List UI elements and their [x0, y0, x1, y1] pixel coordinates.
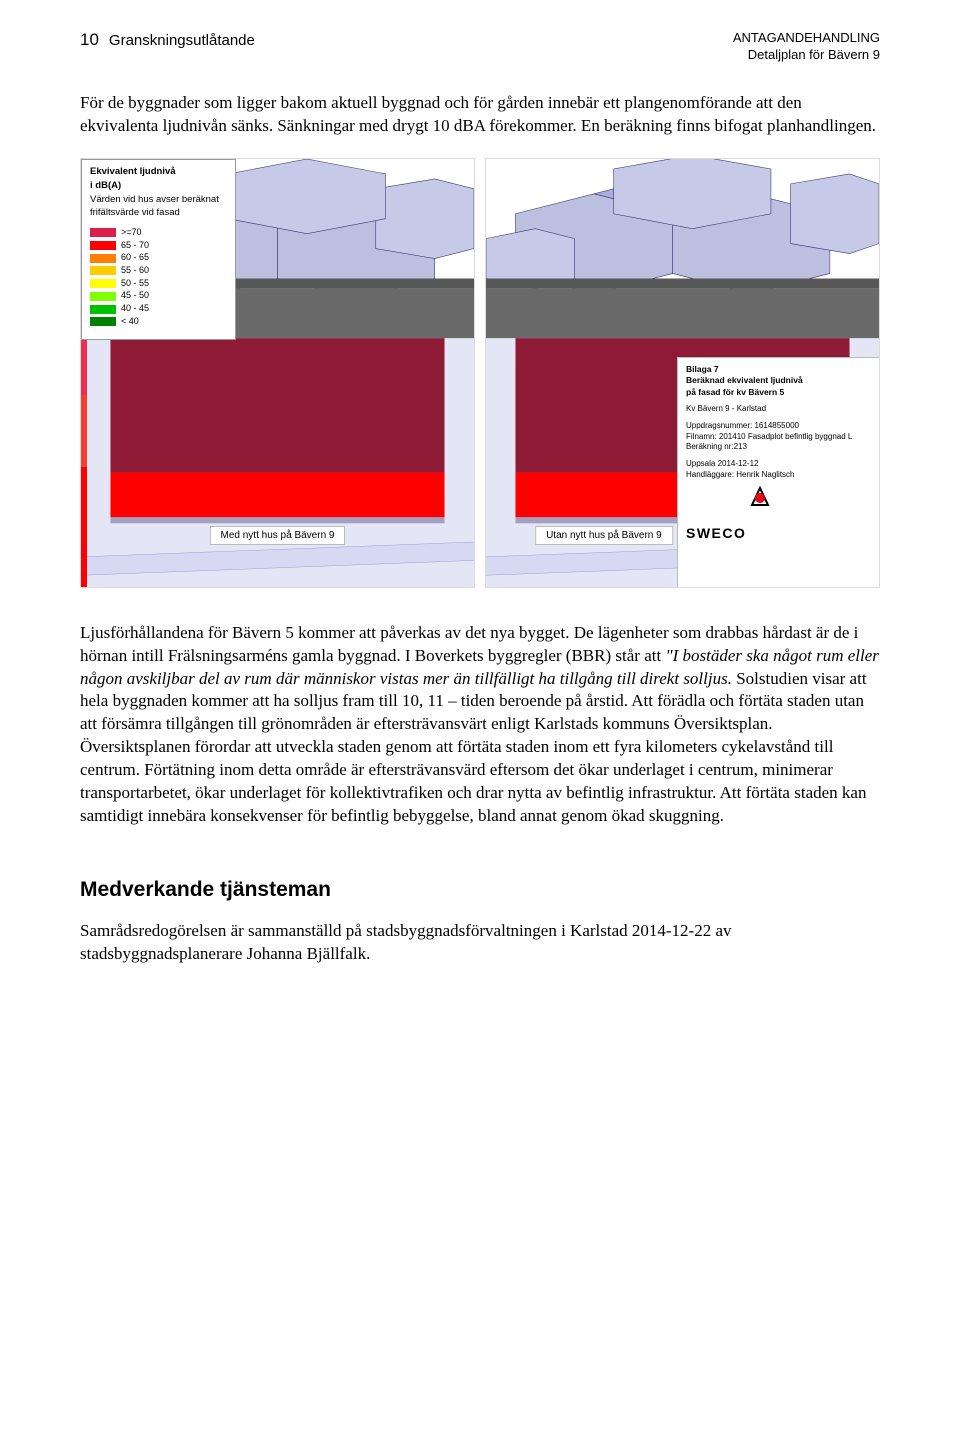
caption-left: Med nytt hus på Bävern 9: [210, 526, 346, 545]
legend-swatch: [90, 228, 116, 237]
legend-row: 50 - 55: [90, 278, 227, 290]
legend-row: < 40: [90, 316, 227, 328]
legend-label: >=70: [121, 227, 142, 239]
legend-label: 55 - 60: [121, 265, 149, 277]
page-number: 10: [80, 30, 99, 50]
legend-row: 45 - 50: [90, 290, 227, 302]
legend-row: 60 - 65: [90, 252, 227, 264]
legend-box: Ekvivalent ljudnivå i dB(A) Värden vid h…: [81, 159, 236, 340]
legend-label: < 40: [121, 316, 139, 328]
status-line: ANTAGANDEHANDLING: [733, 30, 880, 47]
legend-swatch: [90, 305, 116, 314]
info-filnamn: Filnamn: 201410 Fasadplot befintlig bygg…: [686, 432, 871, 443]
sweco-icon: [746, 485, 871, 583]
paragraph-2: Ljusförhållandena för Bävern 5 kommer at…: [80, 622, 880, 828]
legend-label: 40 - 45: [121, 303, 149, 315]
legend-swatch: [90, 292, 116, 301]
legend-row: 55 - 60: [90, 265, 227, 277]
header-right: ANTAGANDEHANDLING Detaljplan för Bävern …: [733, 30, 880, 64]
section-heading: Medverkande tjänsteman: [80, 878, 880, 902]
legend-swatch: [90, 279, 116, 288]
legend-swatch: [90, 241, 116, 250]
doc-type: Granskningsutlåtande: [109, 32, 255, 49]
info-box: Bilaga 7 Beräknad ekvivalent ljudnivå på…: [677, 357, 879, 587]
legend-swatch: [90, 317, 116, 326]
info-ort: Uppsala 2014-12-12: [686, 459, 871, 470]
legend-title-1: Ekvivalent ljudnivå: [90, 166, 227, 178]
p2-post: Solstudien visar att hela byggnaden komm…: [80, 669, 867, 826]
legend-swatch: [90, 266, 116, 275]
sweco-logo-text: SWECO: [686, 524, 746, 543]
info-line2: Beräknad ekvivalent ljudnivå: [686, 375, 871, 386]
legend-label: 60 - 65: [121, 252, 149, 264]
paragraph-3: Samrådsredogörelsen är sammanställd på s…: [80, 920, 880, 966]
page-header: 10 Granskningsutlåtande ANTAGANDEHANDLIN…: [80, 30, 880, 64]
legend-items: >=7065 - 7060 - 6555 - 6050 - 5545 - 504…: [90, 227, 227, 328]
legend-row: 40 - 45: [90, 303, 227, 315]
header-left: 10 Granskningsutlåtande: [80, 30, 255, 50]
info-handlaggare: Handläggare: Henrik Naglitsch: [686, 470, 871, 481]
figures-row: Ekvivalent ljudnivå i dB(A) Värden vid h…: [80, 158, 880, 588]
legend-sub: Värden vid hus avser beräknat frifältsvä…: [90, 194, 227, 219]
info-berakning: Beräkning nr:213: [686, 442, 871, 453]
caption-right: Utan nytt hus på Bävern 9: [535, 526, 673, 545]
legend-row: 65 - 70: [90, 240, 227, 252]
legend-label: 45 - 50: [121, 290, 149, 302]
paragraph-1: För de byggnader som ligger bakom aktuel…: [80, 92, 880, 138]
plan-line: Detaljplan för Bävern 9: [733, 47, 880, 64]
legend-row: >=70: [90, 227, 227, 239]
info-line3: på fasad för kv Bävern 5: [686, 387, 871, 398]
legend-label: 50 - 55: [121, 278, 149, 290]
info-bilaga: Bilaga 7: [686, 364, 871, 375]
info-uppdrag: Uppdragsnummer: 1614855000: [686, 421, 871, 432]
figure-right: Utan nytt hus på Bävern 9 Bilaga 7 Beräk…: [485, 158, 880, 588]
legend-swatch: [90, 254, 116, 263]
info-proj: Kv Bävern 9 - Karlstad: [686, 404, 871, 415]
figure-left: Ekvivalent ljudnivå i dB(A) Värden vid h…: [80, 158, 475, 588]
legend-title-2: i dB(A): [90, 180, 227, 192]
legend-label: 65 - 70: [121, 240, 149, 252]
